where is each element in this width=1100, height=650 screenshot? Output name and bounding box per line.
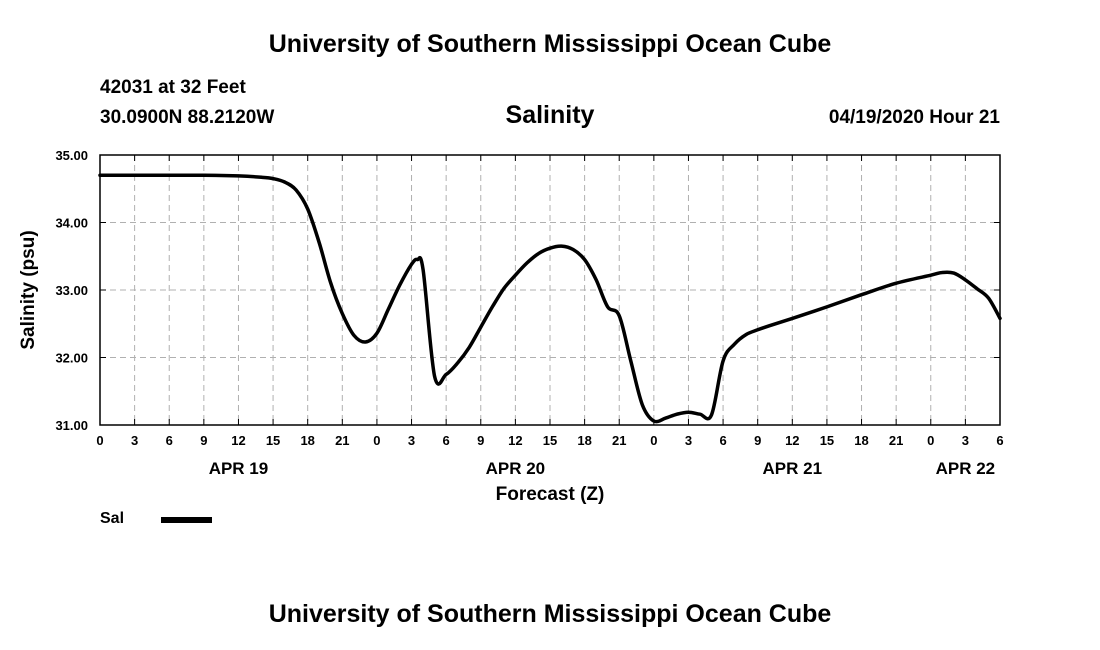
x-tick-label: 3 [408,433,415,448]
date-label: APR 21 [763,459,823,478]
x-tick-label: 0 [650,433,657,448]
x-tick-label: 21 [335,433,349,448]
x-tick-label: 6 [443,433,450,448]
x-tick-label: 0 [373,433,380,448]
coordinates-label: 30.0900N 88.2120W [100,107,275,128]
y-tick-label: 31.00 [55,418,88,433]
datetime-label: 04/19/2020 Hour 21 [828,107,1000,128]
station-label: 42031 at 32 Feet [100,77,246,98]
x-tick-label: 21 [889,433,903,448]
x-tick-label: 15 [543,433,557,448]
x-tick-label: 6 [166,433,173,448]
x-tick-label: 12 [785,433,799,448]
chart-title: Salinity [505,101,595,129]
date-label: APR 20 [486,459,546,478]
x-tick-label: 18 [300,433,314,448]
y-axis-label: Salinity (psu) [18,230,39,349]
x-tick-label: 18 [854,433,868,448]
x-tick-label: 0 [927,433,934,448]
x-tick-label: 0 [96,433,103,448]
date-label: APR 22 [936,459,996,478]
x-tick-label: 3 [962,433,969,448]
y-tick-label: 34.00 [55,216,88,231]
x-tick-label: 15 [266,433,280,448]
x-axis-label: Forecast (Z) [496,484,605,505]
y-tick-label: 35.00 [55,148,88,163]
grid [100,155,1000,425]
x-tick-label: 9 [754,433,761,448]
x-tick-label: 9 [200,433,207,448]
y-tick-label: 33.00 [55,283,88,298]
x-tick-label: 18 [577,433,591,448]
date-label: APR 19 [209,459,269,478]
y-tick-label: 32.00 [55,351,88,366]
footer-title: University of Southern Mississippi Ocean… [268,600,832,628]
legend-swatch [161,517,212,523]
x-tick-label: 9 [477,433,484,448]
x-tick-label: 15 [820,433,834,448]
x-tick-label: 6 [719,433,726,448]
series-line-sal [98,173,1002,424]
axis-ticks: 0 3 6 9 12 15 18 21 0 3 6 9 12 15 18 21 0 3 6 9 12 15 18 21 0 3 6 3… [55,148,1003,478]
x-tick-label: 6 [996,433,1003,448]
x-tick-label: 3 [685,433,692,448]
page-title: University of Southern Mississippi Ocean… [268,30,832,58]
x-tick-label: 3 [131,433,138,448]
legend-label: Sal [100,510,125,527]
x-tick-label: 12 [508,433,522,448]
x-tick-label: 12 [231,433,245,448]
x-tick-label: 21 [612,433,626,448]
